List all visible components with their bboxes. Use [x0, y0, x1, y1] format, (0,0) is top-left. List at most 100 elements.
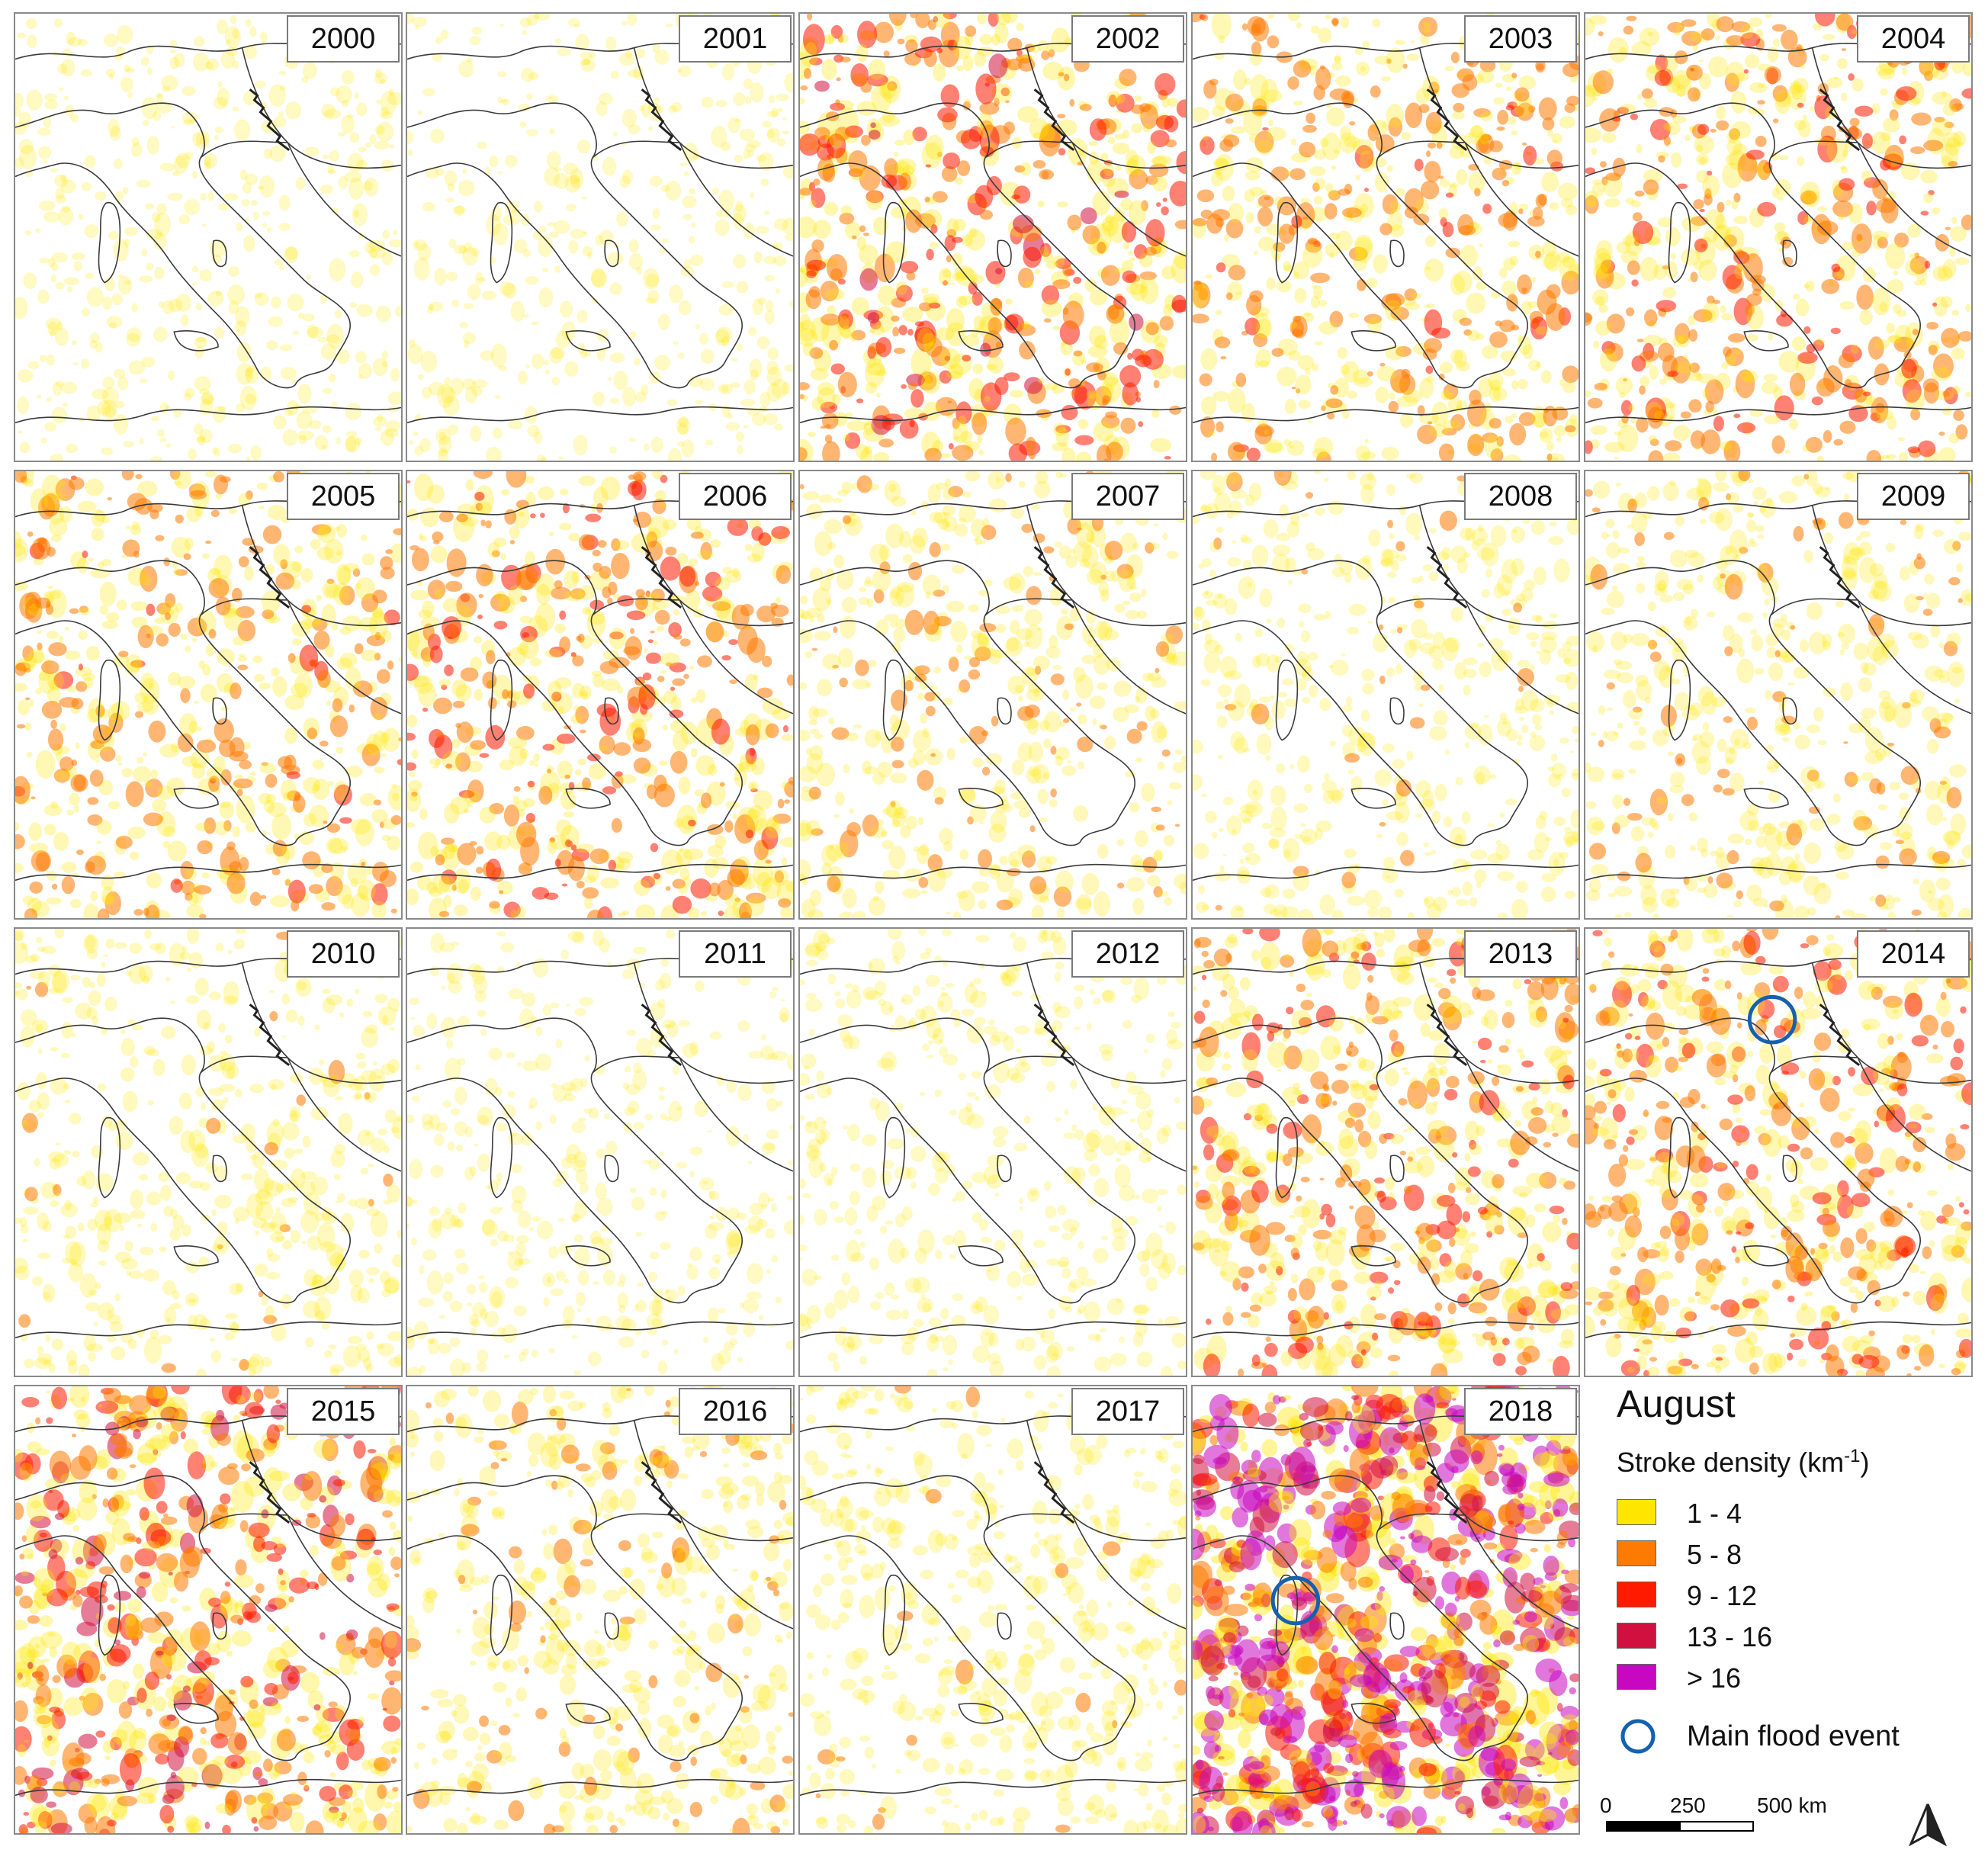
map-panel-2007: 2007: [798, 470, 1187, 920]
scale-tick-0: 0: [1600, 1794, 1612, 1817]
year-label: 2016: [679, 1388, 792, 1435]
stroke-density-map: [800, 1386, 1186, 1833]
density-layer: [800, 929, 1186, 1376]
map-panel-2000: 2000: [14, 12, 403, 462]
density-layer: [1193, 929, 1579, 1376]
boundaries: [15, 1415, 401, 1797]
stroke-density-map: [1585, 14, 1971, 461]
density-layer: [15, 1386, 401, 1833]
boundaries: [1585, 958, 1971, 1339]
map-panel-2008: 2008: [1191, 470, 1580, 920]
stroke-density-map: [1193, 1386, 1579, 1833]
legend-swatch: [1617, 1664, 1656, 1690]
legend-class-label: 1 - 4: [1687, 1498, 1742, 1529]
stroke-density-map: [1193, 929, 1579, 1376]
stroke-density-map: [15, 14, 401, 461]
map-panel-2010: 2010: [14, 927, 403, 1377]
density-layer: [15, 929, 401, 1376]
boundaries: [800, 43, 1186, 424]
density-layer: [15, 14, 401, 461]
map-panel-2003: 2003: [1191, 12, 1580, 462]
year-label: 2006: [679, 473, 792, 520]
scale-bar-graphic: [1606, 1821, 1754, 1832]
density-layer: [1193, 14, 1579, 461]
stroke-density-map: [1193, 14, 1579, 461]
year-label: 2011: [679, 930, 792, 978]
flood-event-marker: [1747, 994, 1797, 1045]
density-layer: [407, 471, 793, 918]
year-label: 2013: [1464, 930, 1577, 978]
map-panel-2004: 2004: [1584, 12, 1973, 462]
legend-class-label: > 16: [1687, 1662, 1742, 1694]
year-label: 2017: [1071, 1388, 1184, 1435]
map-panel-2014: 2014: [1584, 927, 1973, 1377]
density-layer: [1193, 1386, 1579, 1833]
year-label: 2018: [1464, 1388, 1577, 1435]
density-layer: [407, 14, 793, 461]
density-layer: [15, 471, 401, 918]
boundaries: [1193, 43, 1579, 424]
boundaries: [15, 43, 401, 424]
year-label: 2007: [1071, 473, 1184, 520]
legend-class-label: 5 - 8: [1687, 1539, 1742, 1570]
density-layer: [800, 1386, 1186, 1833]
density-layer: [800, 14, 1186, 461]
boundaries: [1193, 500, 1579, 882]
legend-swatch: [1617, 1540, 1656, 1566]
density-layer: [407, 929, 793, 1376]
map-panel-2016: 2016: [406, 1385, 795, 1835]
map-panel-2017: 2017: [798, 1385, 1187, 1835]
map-panel-2013: 2013: [1191, 927, 1580, 1377]
density-layer: [407, 1386, 793, 1833]
legend-class-label: 13 - 16: [1687, 1621, 1773, 1652]
density-layer: [1585, 471, 1971, 918]
density-layer: [1193, 471, 1579, 918]
legend-title: August: [1617, 1383, 1736, 1425]
map-panel-2011: 2011: [406, 927, 795, 1377]
stroke-density-map: [407, 14, 793, 461]
stroke-density-map: [15, 1386, 401, 1833]
stroke-density-map: [1585, 471, 1971, 918]
scale-bar: 0 250 500 km: [1600, 1794, 1874, 1839]
map-panel-2018: 2018: [1191, 1385, 1580, 1835]
stroke-density-map: [407, 471, 793, 918]
stroke-density-map: [1585, 929, 1971, 1376]
stroke-density-map: [407, 929, 793, 1376]
year-label: 2001: [679, 15, 792, 63]
map-panel-2005: 2005: [14, 470, 403, 920]
boundaries: [1585, 43, 1971, 424]
stroke-density-map: [407, 1386, 793, 1833]
map-panel-2015: 2015: [14, 1385, 403, 1835]
year-label: 2015: [287, 1388, 400, 1435]
legend-swatch: [1617, 1499, 1656, 1525]
map-panel-2012: 2012: [798, 927, 1187, 1377]
boundaries: [407, 958, 793, 1339]
year-label: 2014: [1857, 930, 1970, 978]
year-label: 2005: [287, 473, 400, 520]
stroke-density-map: [1193, 471, 1579, 918]
flood-circle-icon: [1620, 1719, 1656, 1754]
legend-swatch: [1617, 1582, 1656, 1607]
year-label: 2002: [1071, 15, 1184, 63]
stroke-density-map: [15, 929, 401, 1376]
year-label: 2008: [1464, 473, 1577, 520]
stroke-density-map: [800, 14, 1186, 461]
map-panel-2009: 2009: [1584, 470, 1973, 920]
map-panel-2001: 2001: [406, 12, 795, 462]
map-panel-2002: 2002: [798, 12, 1187, 462]
boundaries: [1193, 958, 1579, 1339]
map-panel-2006: 2006: [406, 470, 795, 920]
year-label: 2003: [1464, 15, 1577, 63]
flood-event-marker: [1270, 1575, 1321, 1626]
legend-subtitle: Stroke density (km-1): [1617, 1446, 1870, 1478]
density-layer: [1585, 14, 1971, 461]
north-arrow-icon: [1908, 1803, 1948, 1847]
year-label: 2000: [287, 15, 400, 63]
year-label: 2010: [287, 930, 400, 978]
scale-tick-250: 250: [1670, 1794, 1706, 1817]
legend: August Stroke density (km-1) 1 - 4 5 - 8…: [1585, 1382, 1981, 1839]
scale-tick-500: 500 km: [1757, 1794, 1827, 1817]
year-label: 2012: [1071, 930, 1184, 978]
year-label: 2009: [1857, 473, 1970, 520]
